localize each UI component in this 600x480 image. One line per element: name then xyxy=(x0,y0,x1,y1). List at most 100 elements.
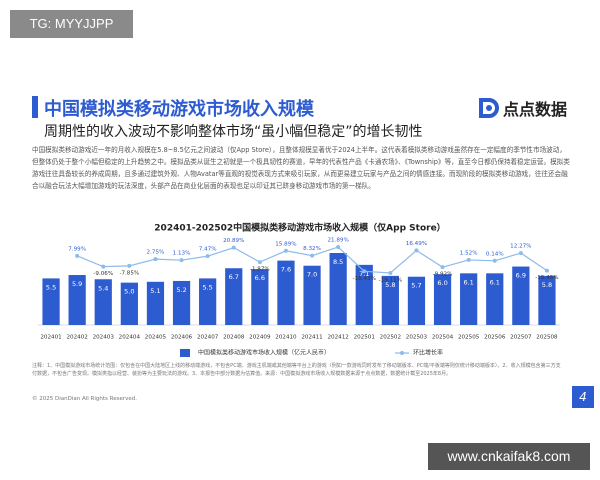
growth-label: 21.89% xyxy=(327,238,348,244)
x-tick-label: 202507 xyxy=(510,335,532,341)
bar xyxy=(512,266,530,325)
x-tick-label: 202402 xyxy=(66,335,87,341)
x-tick-label: 202504 xyxy=(432,335,454,341)
bar-label: 7.0 xyxy=(307,271,317,279)
watermark: TG: MYYJJPP xyxy=(10,10,133,38)
growth-label: -9.92% xyxy=(433,272,453,278)
body-text: 中国模拟类移动游戏近一年的月收入规模在5.8~8.5亿元之间波动（仅App St… xyxy=(32,146,570,190)
x-tick-label: 202505 xyxy=(458,335,480,341)
bar xyxy=(460,273,478,325)
bar xyxy=(225,268,243,325)
growth-point xyxy=(362,269,367,274)
title-bar xyxy=(32,96,38,118)
bar xyxy=(407,276,426,325)
bar-label: 5.5 xyxy=(46,283,56,291)
notes: 注释：1、中国模拟游戏市场统计范围：仅包含在中国大陆地区上线的移动端游戏，不包含… xyxy=(32,363,561,377)
bar xyxy=(146,281,165,325)
bar xyxy=(538,275,556,325)
bar-label: 5.8 xyxy=(385,281,395,289)
bar xyxy=(172,280,191,325)
growth-point xyxy=(205,254,210,259)
bar xyxy=(277,260,295,325)
bar xyxy=(433,274,452,325)
bar-label: 5.8 xyxy=(542,281,552,289)
bar-label: 6.1 xyxy=(490,278,500,286)
legend-swatch-dot xyxy=(400,351,404,355)
growth-label: -19.11% xyxy=(379,278,402,284)
growth-point xyxy=(310,253,315,258)
bar xyxy=(251,269,269,325)
growth-point xyxy=(257,260,262,265)
bar-label: 5.5 xyxy=(202,283,212,291)
bar-label: 6.7 xyxy=(229,273,239,281)
x-tick-label: 202409 xyxy=(249,335,271,341)
bar-label: 7.1 xyxy=(359,270,369,278)
bar xyxy=(486,273,504,325)
growth-point xyxy=(153,257,158,262)
growth-point xyxy=(179,258,184,263)
x-tick-label: 202405 xyxy=(145,335,167,341)
bar-label: 8.5 xyxy=(333,258,343,266)
bar-label: 6.0 xyxy=(437,279,447,287)
slide-title: 中国模拟类移动游戏市场收入规模 xyxy=(44,99,314,120)
logo-icon xyxy=(479,98,499,118)
bar xyxy=(303,265,321,325)
growth-label: 15.89% xyxy=(275,241,296,247)
growth-label: -16.43% xyxy=(353,276,376,282)
x-tick-label: 202407 xyxy=(197,335,219,341)
growth-label: 7.47% xyxy=(199,247,217,253)
bar-label: 5.4 xyxy=(98,284,108,292)
x-tick-label: 202506 xyxy=(484,335,506,341)
growth-label: 2.75% xyxy=(147,250,165,256)
bar xyxy=(94,279,112,325)
chart-title: 202401-202502中国模拟类移动游戏市场收入规模（仅App Store） xyxy=(154,222,445,234)
x-tick-label: 202501 xyxy=(354,335,376,341)
x-tick-label: 202508 xyxy=(536,335,558,341)
logo: 点点数据 xyxy=(478,96,567,120)
chart: 202401-202502中国模拟类移动游戏市场收入规模（仅App Store）… xyxy=(38,222,560,357)
bar-label: 5.1 xyxy=(150,287,160,295)
growth-label: 0.14% xyxy=(486,251,504,257)
bar-label: 5.2 xyxy=(176,286,186,294)
growth-label: 20.89% xyxy=(223,238,244,244)
bar xyxy=(68,275,86,325)
legend-swatch xyxy=(180,349,190,357)
growth-label: -9.06% xyxy=(93,271,113,277)
growth-point xyxy=(440,265,445,270)
bar-label: 6.1 xyxy=(463,278,473,286)
bar xyxy=(355,264,373,325)
bar-label: 6.6 xyxy=(255,274,265,282)
growth-point xyxy=(283,248,288,253)
x-tick-label: 202404 xyxy=(119,335,141,341)
growth-label: 16.49% xyxy=(406,241,427,247)
growth-point xyxy=(492,258,497,263)
page-number: 4 xyxy=(572,386,594,408)
growth-point xyxy=(75,253,80,258)
growth-point xyxy=(544,268,549,273)
x-tick-label: 202410 xyxy=(275,335,297,341)
bar-label: 7.6 xyxy=(281,266,291,274)
subtitle: 周期性的收入波动不影响整体市场“虽小幅但稳定”的增长韧性 xyxy=(44,124,423,140)
growth-label: -15.45% xyxy=(535,275,558,281)
x-tick-label: 202412 xyxy=(327,335,348,341)
legend-label: 环比增长率 xyxy=(413,349,443,357)
x-tick-label: 202401 xyxy=(40,335,62,341)
growth-point xyxy=(127,263,132,268)
x-tick-label: 202502 xyxy=(380,335,401,341)
bar-label: 5.9 xyxy=(72,280,82,288)
bar-label: 5.0 xyxy=(124,288,134,296)
growth-point xyxy=(414,248,419,253)
x-tick-label: 202411 xyxy=(301,335,323,341)
bar xyxy=(199,278,217,325)
legend-label: 中国模拟类移动游戏市场收入规模（亿元人民币） xyxy=(198,349,330,357)
growth-label: 12.27% xyxy=(510,244,531,250)
bar xyxy=(381,275,399,325)
growth-label: 7.99% xyxy=(68,246,86,252)
growth-point xyxy=(518,251,523,256)
copyright: © 2025 DianDian All Rights Reserved. xyxy=(32,396,137,402)
site-watermark: www.cnkaifak8.com xyxy=(428,443,590,470)
x-tick-label: 202406 xyxy=(171,335,193,341)
growth-label: 1.13% xyxy=(173,251,191,257)
growth-point xyxy=(388,271,393,275)
